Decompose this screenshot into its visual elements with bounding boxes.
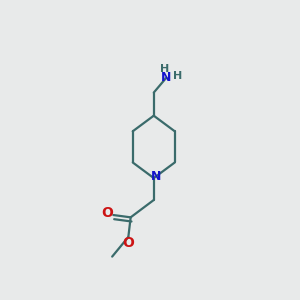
Text: H: H xyxy=(173,71,182,81)
Text: H: H xyxy=(160,64,169,74)
Text: O: O xyxy=(122,236,134,250)
Text: N: N xyxy=(161,71,172,84)
Text: N: N xyxy=(151,170,162,183)
Text: O: O xyxy=(102,206,113,220)
